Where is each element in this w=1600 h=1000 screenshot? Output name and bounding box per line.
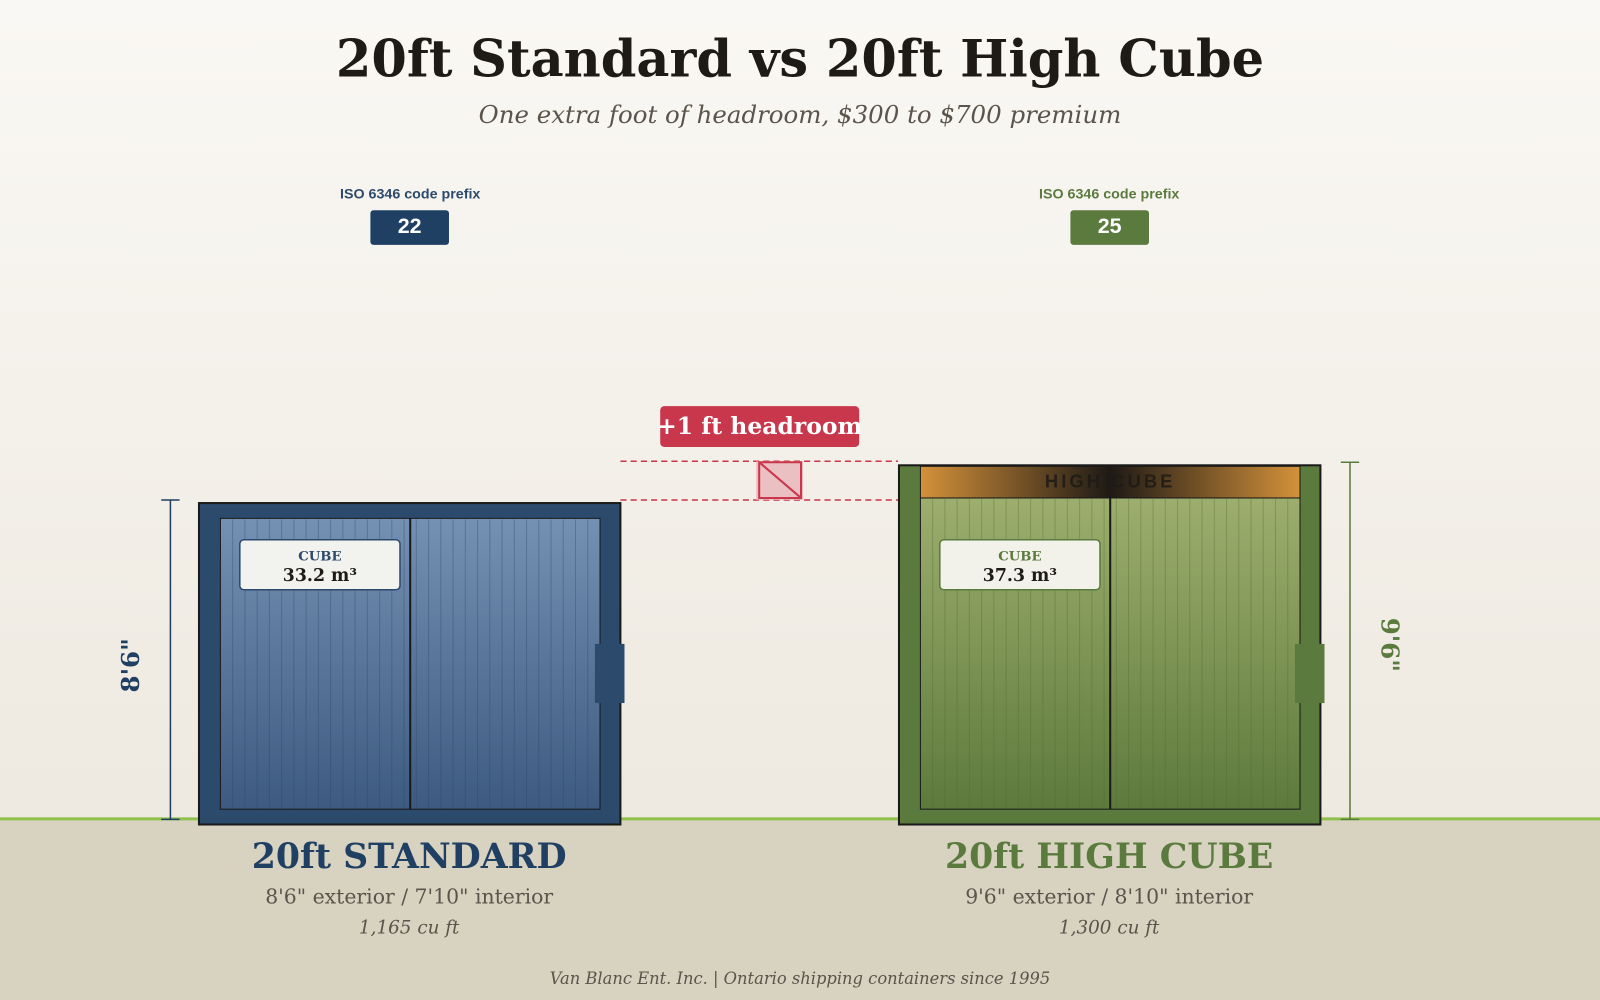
band-label: HIGH CUBE [1045,470,1176,491]
cube-card [239,539,401,591]
volume: 1,300 cu ft [1059,918,1160,939]
cube-label: CUBE [998,550,1041,565]
dimensions: 9'6" exterior / 8'10" interior [965,884,1253,908]
iso-badge [370,210,449,245]
iso-label: ISO 6346 code prefix [1039,187,1179,203]
latch [1294,643,1325,704]
corrugation [232,519,589,809]
iso-code: 22 [398,214,422,238]
callout: +1 ft headroom [657,412,862,440]
height-label: 8'6" [116,638,145,692]
cube-value: 33.2 m³ [283,566,357,586]
cube-label: CUBE [298,550,341,565]
iso-badge [1070,210,1149,245]
volume: 1,165 cu ft [359,918,460,939]
cube-card [939,539,1101,591]
iso-label: ISO 6346 code prefix [340,187,480,203]
subtitle: One extra foot of headroom, $300 to $700… [479,100,1122,129]
headroom-icon [758,461,803,499]
callout-badge [660,406,860,447]
container-name: 20ft HIGH CUBE [945,836,1273,877]
iso-code: 25 [1098,214,1122,238]
latch [594,643,625,704]
footer: Van Blanc Ent. Inc. | Ontario shipping c… [550,969,1051,988]
title: 20ft Standard vs 20ft High Cube [336,29,1264,89]
dimensions: 8'6" exterior / 7'10" interior [265,884,553,908]
ground [0,819,1600,1000]
high-cube-band [919,465,1301,499]
height-label: 9'6" [1375,618,1404,672]
container-name: 20ft STANDARD [252,836,567,877]
cube-value: 37.3 m³ [983,566,1057,586]
